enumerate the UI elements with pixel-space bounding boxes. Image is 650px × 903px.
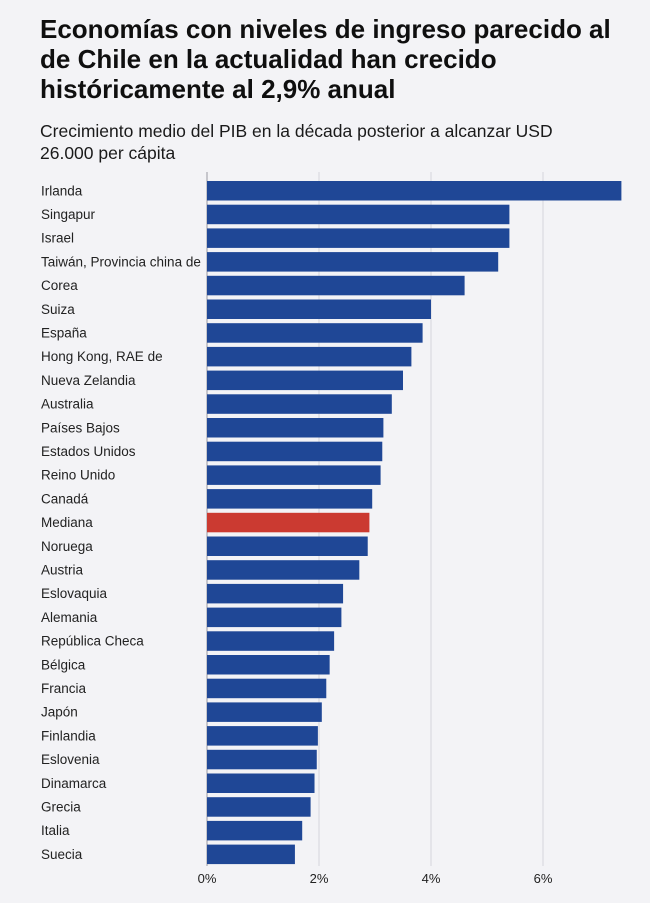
category-label: Suecia [41, 847, 83, 862]
category-label: Taiwán, Provincia china de [41, 254, 201, 269]
x-tick-label: 2% [310, 871, 329, 886]
bar [207, 323, 423, 343]
bar-layer [207, 181, 622, 865]
category-label: Canadá [41, 491, 89, 506]
category-label: Italia [41, 823, 70, 838]
bar [207, 181, 622, 201]
category-label: Mediana [41, 515, 93, 530]
category-label: Países Bajos [41, 420, 120, 435]
category-label: Nueva Zelandia [41, 373, 136, 388]
chart-title: Economías con niveles de ingreso parecid… [40, 14, 611, 104]
label-layer: Irlanda Singapur Israel Taiwán, Provincia c… [41, 183, 201, 862]
bar [207, 441, 383, 462]
bar-highlight [207, 512, 370, 533]
category-label: Grecia [41, 799, 81, 814]
category-label: Dinamarca [41, 776, 107, 791]
bar [207, 749, 317, 770]
bar [207, 228, 510, 248]
bar [207, 299, 431, 319]
category-label: Irlanda [41, 183, 83, 198]
bar [207, 275, 465, 296]
category-label: Francia [41, 681, 87, 696]
category-label: Israel [41, 231, 74, 246]
bar [207, 346, 412, 367]
x-tick-label: 6% [534, 871, 553, 886]
category-label: Estados Unidos [41, 444, 136, 459]
x-tick-label: 0% [198, 871, 217, 886]
category-label: Hong Kong, RAE de [41, 349, 163, 364]
category-label: Austria [41, 562, 84, 577]
bar [207, 583, 344, 604]
category-label: Reino Unido [41, 468, 115, 483]
bar [207, 489, 373, 509]
bar [207, 797, 311, 817]
category-label: Eslovaquia [41, 586, 108, 601]
tick-layer: 0% 2% 4% 6% [198, 871, 553, 886]
bar [207, 726, 318, 746]
category-label: Finlandia [41, 728, 96, 743]
bar [207, 394, 392, 414]
category-label: Noruega [41, 539, 93, 554]
bar [207, 252, 499, 272]
x-tick-label: 4% [422, 871, 441, 886]
bar [207, 204, 510, 225]
bar [207, 607, 342, 628]
bar [207, 773, 315, 793]
category-label: Suiza [41, 302, 75, 317]
category-label: Alemania [41, 610, 98, 625]
bar [207, 702, 322, 722]
bar [207, 560, 360, 580]
bar [207, 655, 330, 675]
category-label: Bélgica [41, 657, 86, 672]
bar [207, 536, 368, 556]
chart-subtitle: Crecimiento medio del PIB en la década p… [40, 121, 553, 163]
category-label: Corea [41, 278, 78, 293]
bar [207, 844, 295, 865]
category-label: Singapur [41, 207, 96, 222]
bar [207, 465, 381, 485]
category-label: España [41, 325, 87, 340]
category-label: Eslovenia [41, 752, 100, 767]
bar [207, 631, 335, 651]
bar [207, 418, 384, 438]
category-label: República Checa [41, 634, 144, 649]
category-label: Australia [41, 397, 94, 412]
category-label: Japón [41, 705, 78, 720]
bar [207, 820, 303, 841]
bar [207, 370, 403, 391]
bar [207, 678, 327, 699]
